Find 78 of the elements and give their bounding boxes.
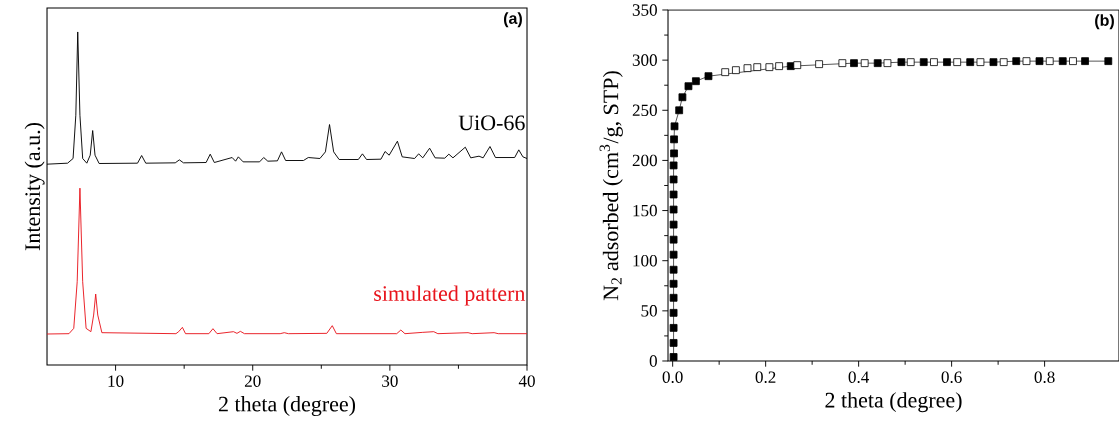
point	[669, 161, 678, 170]
point	[765, 63, 774, 72]
point	[989, 58, 998, 67]
y-axis-title: N$_{2}$ adsorbed (cm$^{3}$/g, STP)	[599, 71, 623, 301]
point	[669, 279, 678, 288]
x-tick-label: 0.8	[1034, 371, 1055, 383]
point	[953, 58, 962, 67]
point	[919, 58, 928, 67]
x-tick-label: 10	[108, 375, 124, 387]
x-tick-label: 40	[518, 375, 535, 387]
x-tick-label: 0.2	[755, 371, 776, 383]
point	[670, 122, 679, 131]
point	[943, 58, 951, 67]
point	[669, 265, 678, 274]
point	[793, 61, 802, 70]
point	[743, 64, 752, 73]
chart-title: (b)	[1095, 14, 1114, 30]
y-tick-label: 150	[633, 204, 657, 217]
point	[670, 135, 678, 144]
point	[999, 58, 1008, 67]
point	[721, 68, 730, 77]
point	[1104, 57, 1113, 65]
x-tick-label: 0.6	[941, 371, 962, 383]
point	[1058, 57, 1067, 65]
y-tick-label: 0	[649, 355, 657, 367]
point	[860, 59, 869, 68]
x-tick-label: 0.0	[662, 371, 683, 383]
point	[669, 190, 678, 199]
point	[838, 59, 847, 68]
point	[704, 72, 713, 81]
x-tick-label: 20	[244, 375, 261, 387]
point	[669, 220, 678, 229]
point	[732, 66, 740, 75]
point	[873, 59, 882, 68]
point	[692, 77, 700, 86]
series-label: UiO-66	[458, 115, 525, 131]
x-axis-title: 2 theta (degree)	[825, 392, 962, 413]
point	[675, 106, 684, 115]
point	[670, 149, 678, 158]
point	[897, 58, 906, 67]
point	[775, 62, 783, 71]
chart-title: (a)	[503, 12, 522, 28]
point	[883, 59, 892, 68]
point	[1022, 57, 1031, 65]
y-tick-label: 100	[633, 254, 657, 267]
point	[976, 58, 985, 67]
point	[930, 58, 938, 67]
y-tick-label: 50	[641, 305, 657, 317]
point	[1035, 57, 1044, 65]
point	[1081, 57, 1089, 65]
series-label: simulated pattern	[374, 285, 526, 306]
point	[669, 339, 678, 347]
point	[669, 250, 678, 259]
point	[669, 293, 678, 302]
x-axis-title: 2 theta (degree)	[218, 396, 356, 417]
y-tick-label: 200	[632, 154, 657, 167]
point	[669, 353, 678, 361]
point	[1069, 57, 1077, 65]
point	[669, 324, 678, 332]
point	[669, 235, 678, 244]
point	[669, 175, 678, 184]
point	[753, 63, 762, 72]
y-axis-title: Intensity (a.u.)	[24, 123, 45, 251]
y-tick-label: 300	[632, 54, 657, 66]
x-tick-label: 0.4	[848, 371, 870, 383]
point	[966, 58, 975, 67]
point	[678, 93, 687, 102]
point	[1012, 57, 1021, 65]
point	[684, 82, 693, 91]
y-tick-label: 250	[632, 104, 657, 117]
x-tick-label: 30	[382, 375, 398, 387]
point	[669, 308, 678, 317]
point	[850, 59, 858, 68]
point	[906, 58, 915, 67]
point	[669, 205, 678, 214]
y-tick-label: 350	[632, 4, 657, 16]
point	[1045, 57, 1054, 65]
point	[815, 60, 823, 69]
